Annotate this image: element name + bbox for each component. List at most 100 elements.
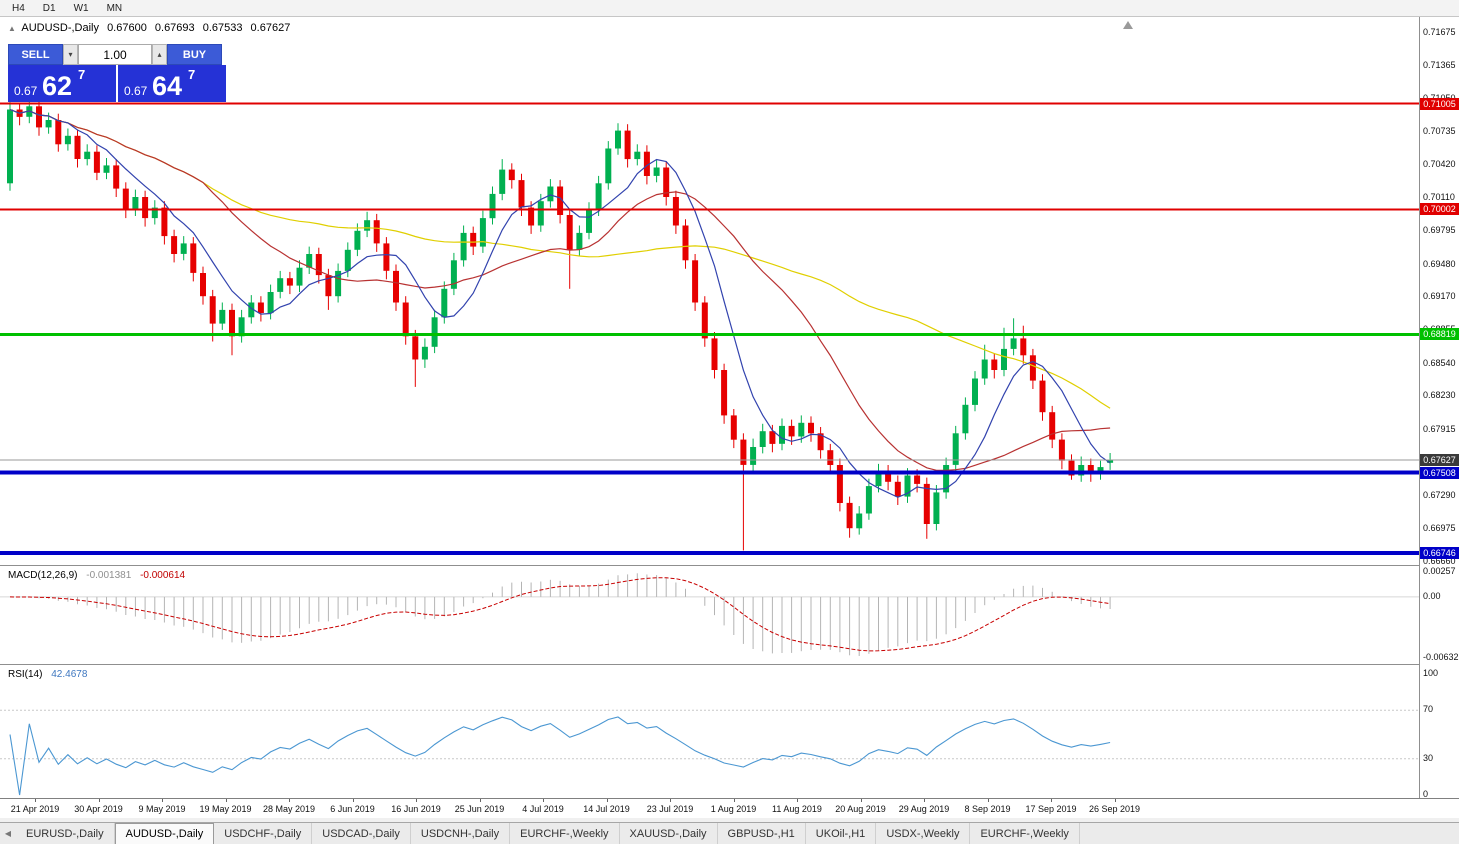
macd-main-value: -0.001381 [86, 570, 132, 581]
chart-tab-usdx-weekly[interactable]: USDX-,Weekly [876, 823, 971, 844]
scale-label: 100 [1423, 668, 1439, 678]
ohlc-close: 0.67627 [250, 22, 291, 34]
volume-increase-button[interactable]: ▴ [152, 44, 167, 65]
buy-button[interactable]: BUY [167, 44, 222, 65]
scale-label: 0.68540 [1423, 357, 1456, 368]
price-tag: 0.71005 [1420, 97, 1459, 110]
price-scale[interactable]: 0.716750.713650.710500.707350.704200.701… [1419, 17, 1459, 799]
price-tag: 0.70002 [1420, 203, 1459, 216]
ohlc-open: 0.67600 [107, 22, 147, 34]
scale-label: 0.69170 [1423, 291, 1456, 302]
time-axis-label: 19 May 2019 [199, 804, 252, 814]
scale-label: 0.00257 [1423, 566, 1456, 576]
time-axis-tick [860, 799, 862, 802]
time-axis-label: 26 Sep 2019 [1088, 804, 1141, 814]
time-axis-label: 20 Aug 2019 [835, 804, 886, 814]
time-axis-label: 6 Jun 2019 [330, 804, 375, 814]
time-axis-tick [733, 799, 735, 802]
volume-input[interactable] [78, 44, 152, 65]
scale-label: 0.66975 [1423, 522, 1456, 533]
time-axis-label: 29 Aug 2019 [898, 804, 950, 814]
buy-price-base: 0.67 [124, 84, 148, 98]
time-axis-tick [35, 799, 36, 802]
scale-label: 70 [1423, 704, 1434, 715]
timeframe-button-mn[interactable]: MN [99, 1, 131, 15]
sell-price-point: 7 [78, 67, 86, 82]
chart-tab-eurchf-weekly[interactable]: EURCHF-,Weekly [510, 823, 620, 844]
chart-tab-usdchf-daily[interactable]: USDCHF-,Daily [214, 823, 313, 844]
rsi-value: 42.4678 [51, 669, 88, 680]
ohlc-high: 0.67693 [154, 22, 195, 34]
time-axis-tick [1051, 799, 1052, 802]
pane-separator[interactable] [0, 565, 1459, 566]
timeframe-button-h4[interactable]: H4 [4, 1, 33, 15]
time-axis-label: 14 Jul 2019 [583, 804, 630, 814]
scale-label: 30 [1423, 752, 1434, 763]
time-axis-label: 17 Sep 2019 [1025, 804, 1077, 814]
scale-label: 0 [1423, 789, 1429, 799]
macd-name: MACD(12,26,9) [8, 570, 78, 581]
rsi-label: RSI(14) 42.4678 [8, 669, 87, 680]
chevron-down-icon: ▾ [68, 50, 73, 59]
scale-label: 0.71675 [1423, 27, 1456, 37]
chart-tab-ukoil-h1[interactable]: UKOil-,H1 [806, 823, 877, 844]
sell-price-display[interactable]: 0.67 62 7 [8, 65, 116, 102]
chart-tab-eurusd-daily[interactable]: EURUSD-,Daily [16, 823, 115, 844]
time-axis-label: 8 Sep 2019 [964, 804, 1011, 814]
price-chart-canvas[interactable] [0, 17, 1419, 565]
pane-separator[interactable] [0, 664, 1459, 665]
buy-price-pips: 64 [152, 71, 183, 101]
chart-title: ▲ AUDUSD-,Daily 0.67600 0.67693 0.67533 … [8, 22, 290, 34]
scale-label: 0.68230 [1423, 390, 1456, 401]
price-tag: 0.68819 [1420, 328, 1459, 341]
time-axis-label: 28 May 2019 [262, 804, 316, 814]
chart-tab-gbpusd-h1[interactable]: GBPUSD-,H1 [718, 823, 806, 844]
time-axis-label: 9 May 2019 [138, 804, 186, 814]
time-axis-label: 1 Aug 2019 [710, 804, 757, 814]
time-axis-tick [352, 799, 354, 802]
time-axis-tick [543, 799, 544, 802]
macd-pane[interactable] [0, 566, 1419, 664]
buy-price-display[interactable]: 0.67 64 7 [118, 65, 226, 102]
time-axis-tick [289, 799, 290, 802]
scale-label: 0.70420 [1423, 159, 1456, 170]
time-axis-tick [1114, 799, 1116, 802]
macd-label: MACD(12,26,9) -0.001381 -0.000614 [8, 570, 185, 581]
ohlc-low: 0.67533 [202, 22, 243, 34]
time-axis-label: 23 Jul 2019 [646, 804, 694, 814]
time-axis-tick [225, 799, 227, 802]
chart-shift-marker-icon [1123, 21, 1133, 29]
tab-scroll-left-icon[interactable]: ◀ [4, 829, 12, 838]
scale-label: 0.67915 [1423, 423, 1456, 434]
time-axis-tick [606, 799, 608, 802]
scale-label: 0.67290 [1423, 489, 1456, 500]
time-axis-label: 25 Jun 2019 [454, 804, 505, 814]
chart-expand-icon: ▲ [8, 24, 16, 33]
chart-tab-xauusd-daily[interactable]: XAUUSD-,Daily [620, 823, 718, 844]
rsi-name: RSI(14) [8, 669, 43, 680]
time-axis-label: 21 Apr 2019 [10, 804, 60, 814]
time-axis-tick [797, 799, 798, 802]
scale-label: -0.00632 [1423, 652, 1459, 662]
rsi-pane[interactable] [0, 665, 1419, 798]
time-axis-tick [987, 799, 989, 802]
chart-tab-usdcnh-daily[interactable]: USDCNH-,Daily [411, 823, 511, 844]
bottom-filler [0, 818, 1459, 822]
chart-tab-audusd-daily[interactable]: AUDUSD-,Daily [114, 823, 215, 844]
sell-button[interactable]: SELL [8, 44, 63, 65]
price-tag: 0.67508 [1420, 466, 1459, 479]
scale-label: 0.66660 [1423, 556, 1456, 566]
volume-decrease-button[interactable]: ▾ [63, 44, 78, 65]
scale-label: 0.00 [1423, 590, 1441, 601]
chart-tab-usdcad-daily[interactable]: USDCAD-,Daily [312, 823, 411, 844]
chart-tab-bar: ◀ EURUSD-,Daily AUDUSD-,Daily USDCHF-,Daily… [0, 822, 1459, 844]
timeframe-button-d1[interactable]: D1 [35, 1, 64, 15]
scale-label: 0.69795 [1423, 225, 1456, 236]
scale-label: 0.69480 [1423, 258, 1456, 269]
timeframe-button-w1[interactable]: W1 [66, 1, 97, 15]
scale-label: 0.70735 [1423, 126, 1456, 137]
chart-tab-eurchf-weekly[interactable]: EURCHF-,Weekly [970, 823, 1080, 844]
time-axis[interactable]: 21 Apr 2019 30 Apr 2019 9 May 2019 19 May 2… [0, 798, 1459, 818]
buy-price-point: 7 [188, 67, 196, 82]
